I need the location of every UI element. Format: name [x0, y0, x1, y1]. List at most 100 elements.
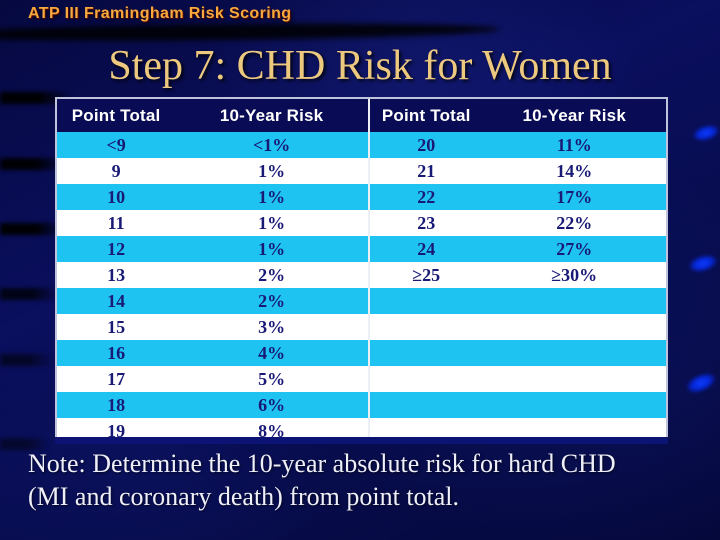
table-row: 17 5% — [57, 366, 368, 392]
background-streak — [0, 92, 72, 104]
point-total-cell — [370, 340, 482, 366]
point-total-cell — [370, 418, 482, 437]
point-total-cell: ≥25 — [412, 265, 441, 285]
risk-cell: 2% — [258, 265, 286, 285]
risk-cell: 6% — [258, 395, 286, 415]
table-row: 11 1% — [57, 210, 368, 236]
point-total-cell: 20 — [417, 135, 436, 155]
risk-cell — [482, 366, 666, 392]
point-total-cell: 10 — [107, 187, 126, 207]
slide-title: Step 7: CHD Risk for Women — [108, 43, 612, 89]
risk-table-right: Point Total 10-Year Risk 20 11% 21 14% 22 17%… — [370, 99, 666, 437]
table-row: 13 2% — [57, 262, 368, 288]
point-total-cell — [370, 288, 482, 314]
risk-cell — [482, 418, 666, 437]
table-row — [370, 314, 666, 340]
risk-cell: ≥30% — [551, 265, 598, 285]
risk-cell: <1% — [252, 135, 291, 155]
risk-cell — [482, 288, 666, 314]
table-row — [370, 392, 666, 418]
table-row — [370, 418, 666, 437]
table-row: 23 22% — [370, 210, 666, 236]
point-total-cell: 21 — [417, 161, 436, 181]
point-total-cell: 9 — [111, 161, 121, 181]
table-row — [370, 340, 666, 366]
note-line-2: (MI and coronary death) from point total… — [28, 482, 460, 511]
risk-cell: 22% — [556, 213, 593, 233]
point-total-cell: 12 — [107, 239, 126, 259]
table-row: 9 1% — [57, 158, 368, 184]
table-row — [370, 288, 666, 314]
table-row: 21 14% — [370, 158, 666, 184]
table-header-row: Point Total 10-Year Risk — [57, 99, 368, 132]
background-dark-band — [0, 21, 501, 43]
risk-cell: 1% — [258, 213, 286, 233]
risk-cell: 1% — [258, 239, 286, 259]
risk-cell: 5% — [258, 369, 286, 389]
table-row: 22 17% — [370, 184, 666, 210]
note-text: Note: Determine the 10-year absolute ris… — [28, 447, 708, 513]
point-total-cell: 13 — [107, 265, 126, 285]
glow-blob — [691, 122, 720, 144]
background-streak — [0, 438, 50, 450]
risk-cell: 3% — [258, 317, 286, 337]
risk-cell: 1% — [258, 161, 286, 181]
glow-blob — [687, 252, 719, 275]
note-line-1: Note: Determine the 10-year absolute ris… — [28, 449, 616, 478]
table-row: ≥25 ≥30% — [370, 262, 666, 288]
table-body-right: 20 11% 21 14% 22 17% 23 22% 24 27% ≥25 ≥30% — [370, 132, 666, 437]
glow-blob — [684, 369, 718, 397]
point-total-cell: 11 — [107, 213, 125, 233]
risk-cell — [482, 314, 666, 340]
risk-table-left: Point Total 10-Year Risk <9 <1% 9 1% 10 1% 11 1… — [57, 99, 370, 437]
point-total-cell: 24 — [417, 239, 436, 259]
risk-table-halves: Point Total 10-Year Risk <9 <1% 9 1% 10 1% 11 1… — [57, 99, 666, 437]
table-row — [370, 366, 666, 392]
table-row: 12 1% — [57, 236, 368, 262]
background-streak — [0, 354, 54, 366]
table-body-left: <9 <1% 9 1% 10 1% 11 1% 12 1% 13 2% 14 2% 15 3% 16 4% 17 5%… — [57, 132, 368, 437]
table-row: 18 6% — [57, 392, 368, 418]
slide-kicker-title: ATP III Framingham Risk Scoring — [28, 5, 292, 22]
background-streak — [0, 223, 66, 235]
background-streak — [0, 158, 66, 170]
point-total-cell: 23 — [417, 213, 436, 233]
column-header-10-year-risk: 10-Year Risk — [522, 106, 626, 125]
table-row: 16 4% — [57, 340, 368, 366]
table-bottom-edge — [55, 437, 668, 444]
risk-cell: 14% — [556, 161, 593, 181]
table-row: 15 3% — [57, 314, 368, 340]
table-row: 19 8% — [57, 418, 368, 437]
point-total-cell: 19 — [107, 421, 126, 437]
point-total-cell: <9 — [106, 135, 126, 155]
point-total-cell: 16 — [107, 343, 126, 363]
point-total-cell — [370, 314, 482, 340]
risk-cell: 11% — [556, 135, 592, 155]
risk-cell: 4% — [258, 343, 286, 363]
table-header-row: Point Total 10-Year Risk — [370, 99, 666, 132]
risk-table: Point Total 10-Year Risk <9 <1% 9 1% 10 1% 11 1… — [55, 97, 668, 437]
risk-cell: 17% — [556, 187, 593, 207]
point-total-cell: 22 — [417, 187, 436, 207]
risk-cell: 8% — [258, 421, 286, 437]
background-streak — [0, 288, 60, 300]
point-total-cell: 14 — [107, 291, 126, 311]
point-total-cell: 17 — [107, 369, 126, 389]
table-row: 20 11% — [370, 132, 666, 158]
table-row: 14 2% — [57, 288, 368, 314]
point-total-cell: 15 — [107, 317, 126, 337]
column-header-point-total: Point Total — [71, 106, 161, 125]
risk-cell: 2% — [258, 291, 286, 311]
table-row: 24 27% — [370, 236, 666, 262]
point-total-cell: 18 — [107, 395, 126, 415]
risk-cell — [482, 392, 666, 418]
column-header-point-total: Point Total — [381, 106, 471, 125]
point-total-cell — [370, 366, 482, 392]
point-total-cell — [370, 392, 482, 418]
column-header-10-year-risk: 10-Year Risk — [219, 106, 324, 125]
table-row: 10 1% — [57, 184, 368, 210]
risk-cell — [482, 340, 666, 366]
risk-cell: 1% — [258, 187, 286, 207]
table-row: <9 <1% — [57, 132, 368, 158]
